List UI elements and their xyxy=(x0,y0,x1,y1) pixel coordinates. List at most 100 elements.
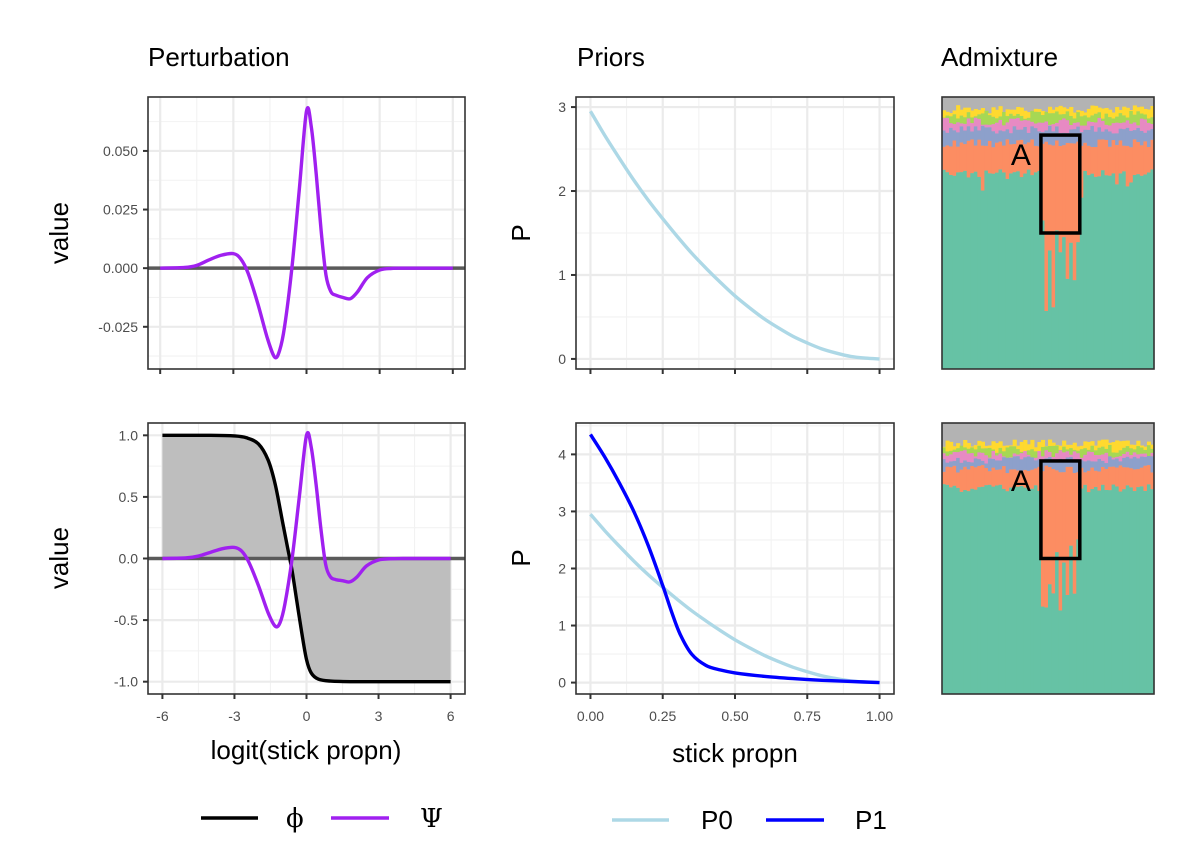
admixture-segment xyxy=(945,111,950,116)
admixture-segment xyxy=(963,466,968,491)
admixture-segment xyxy=(1040,446,1046,457)
admixture-segment xyxy=(1023,439,1028,451)
admixture-segment xyxy=(1086,145,1091,176)
admixture-segment xyxy=(1033,128,1038,146)
admixture-segment xyxy=(1129,111,1134,124)
admixture-segment xyxy=(1146,130,1152,147)
admixture-segment xyxy=(1090,467,1095,489)
admixture-segment xyxy=(977,487,982,694)
admixture-segment xyxy=(1037,109,1042,112)
admixture-segment xyxy=(995,460,1000,470)
admixture-segment xyxy=(1019,472,1024,486)
admixture-segment xyxy=(1129,110,1134,112)
admixture-segment xyxy=(949,146,954,175)
admixture-segment xyxy=(1023,144,1028,174)
admixture-segment xyxy=(991,107,996,117)
series-line-p1 xyxy=(589,433,880,685)
admixture-segment xyxy=(1040,115,1046,123)
admixture-segment xyxy=(1009,173,1014,369)
admixture-segment xyxy=(1033,123,1038,129)
admixture-segment xyxy=(1002,145,1007,173)
admixture-segment xyxy=(1062,472,1067,563)
admixture-segment xyxy=(991,449,996,451)
admixture-segment xyxy=(1044,121,1049,131)
admixture-segment xyxy=(1030,457,1035,470)
admixture-segment xyxy=(977,114,982,119)
admixture-segment xyxy=(945,455,950,463)
highlight-box xyxy=(1039,133,1082,235)
admixture-segment xyxy=(1108,131,1113,147)
admixture-segment xyxy=(1026,120,1031,133)
admixture-segment xyxy=(942,169,947,369)
admixture-segment xyxy=(998,484,1003,694)
admixture-segment xyxy=(1048,451,1053,458)
admixture-segment xyxy=(949,461,954,468)
admixture-segment xyxy=(1118,123,1123,129)
admixture-segment xyxy=(1129,182,1134,369)
admixture-segment xyxy=(1026,456,1031,471)
admixture-segment xyxy=(1150,452,1155,457)
admixture-segment xyxy=(1051,109,1056,114)
admixture-segment xyxy=(1097,490,1102,694)
admixture-segment xyxy=(1118,450,1123,457)
admixture-segment xyxy=(1019,120,1024,130)
admixture-segment xyxy=(1012,172,1017,369)
admixture-segment xyxy=(1111,452,1116,458)
admixture-segment xyxy=(1055,453,1060,460)
annotation-label: A xyxy=(1011,465,1031,498)
admixture-segment xyxy=(1104,452,1109,464)
admixture-segment xyxy=(1009,109,1014,114)
admixture-segment xyxy=(942,484,947,694)
admixture-segment xyxy=(1111,140,1116,174)
admixture-segment xyxy=(1055,459,1060,471)
admixture-segment xyxy=(1076,446,1081,451)
admixture-segment xyxy=(1072,442,1077,450)
admixture-segment xyxy=(1150,456,1155,473)
admixture-segment xyxy=(1136,487,1141,694)
admixture-segment xyxy=(1150,169,1155,369)
panel-perturbation-top: -0.025 0.000 0.025 0.050 xyxy=(98,96,466,374)
admixture-segment xyxy=(1009,144,1014,174)
admixture-segment xyxy=(998,106,1003,117)
admixture-segment xyxy=(1069,124,1074,130)
admixture-segment xyxy=(1040,471,1046,607)
admixture-segment xyxy=(984,455,989,464)
admixture-segment xyxy=(1136,440,1141,447)
admixture-segment xyxy=(959,126,964,143)
admixture-segment xyxy=(966,107,971,113)
admixture-segment xyxy=(963,170,968,369)
admixture-segment xyxy=(1083,129,1088,143)
y-tick-label: -0.5 xyxy=(114,612,138,628)
admixture-segment xyxy=(1072,280,1077,369)
admixture-segment xyxy=(1125,467,1130,486)
admixture-segment xyxy=(1143,174,1148,369)
admixture-segment xyxy=(1093,450,1099,455)
admixture-segment xyxy=(987,173,993,369)
admixture-segment xyxy=(1033,108,1038,112)
admixture-segment xyxy=(959,109,964,116)
admixture-segment xyxy=(1143,132,1148,142)
admixture-segment xyxy=(1076,450,1081,454)
admixture-segment xyxy=(980,124,985,126)
admixture-segment xyxy=(959,142,964,173)
admixture-segment xyxy=(1023,450,1028,458)
admixture-segment xyxy=(1093,470,1099,487)
admixture-segment xyxy=(1118,109,1123,114)
admixture-segment xyxy=(1108,442,1113,445)
admixture-segment xyxy=(956,452,961,458)
admixture-segment xyxy=(980,125,985,146)
admixture-segment xyxy=(1012,109,1017,116)
admixture-segment xyxy=(1058,445,1063,450)
admixture-segment xyxy=(987,458,993,472)
admixture-segment xyxy=(1012,118,1017,127)
admixture-segment xyxy=(956,146,961,173)
admixture-segment xyxy=(1132,114,1137,123)
admixture-segment xyxy=(942,459,947,472)
admixture-segment xyxy=(1012,439,1017,447)
admixture-segment xyxy=(1019,115,1024,121)
admixture-segment xyxy=(1069,115,1074,125)
admixture-segment xyxy=(1030,449,1035,458)
admixture-segment xyxy=(970,117,975,124)
admixture-segment xyxy=(977,118,982,131)
admixture-segment xyxy=(1002,131,1007,146)
